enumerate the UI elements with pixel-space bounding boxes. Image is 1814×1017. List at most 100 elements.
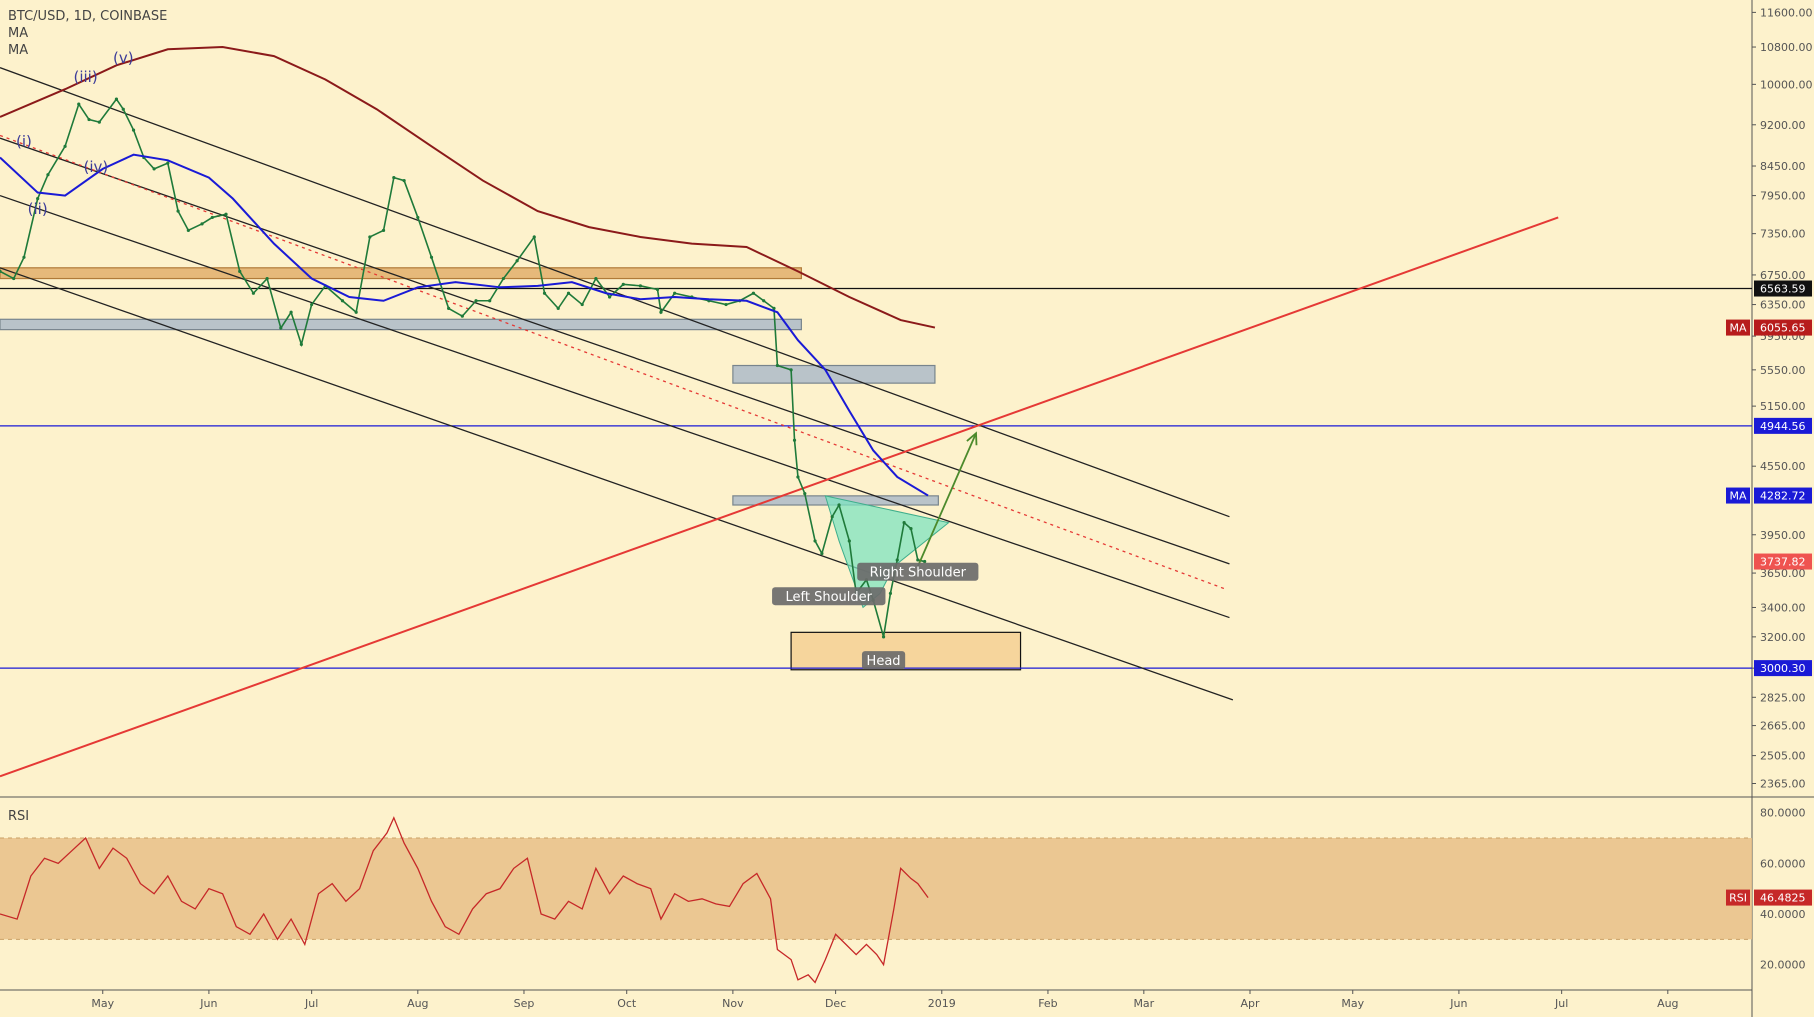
- price-point: [114, 97, 119, 101]
- price-tick-label: 3200.00: [1760, 631, 1806, 644]
- price-point: [299, 342, 303, 346]
- price-point: [772, 306, 776, 310]
- series-ma_slow: [0, 46, 936, 329]
- rsi-line: [0, 816, 929, 984]
- zone-1: [0, 318, 802, 331]
- pattern-label: Head: [867, 654, 901, 669]
- price-point: [909, 527, 913, 531]
- price-point: [87, 117, 91, 122]
- price-point: [460, 314, 464, 318]
- price-point: [621, 282, 625, 286]
- price-point: [340, 299, 345, 303]
- price-point: [556, 306, 560, 310]
- trendline-3: [0, 267, 1234, 701]
- price-point: [762, 299, 766, 303]
- time-tick-label: Oct: [617, 997, 637, 1010]
- price-point: [789, 368, 793, 372]
- price-tick-label: 9200.00: [1760, 119, 1806, 132]
- time-tick-label: Nov: [722, 997, 744, 1010]
- time-tick-label: Aug: [407, 997, 428, 1010]
- price-point: [186, 228, 190, 232]
- price-tag-prefix: MA: [1729, 322, 1746, 335]
- price-point: [22, 255, 26, 259]
- price-point: [673, 291, 677, 295]
- rsi-tick-label: 80.0000: [1760, 807, 1806, 820]
- price-tick-label: 3950.00: [1760, 529, 1806, 542]
- pattern-label-bg: [861, 651, 906, 670]
- price-point: [751, 291, 756, 295]
- price-point: [121, 107, 125, 111]
- price-point: [594, 276, 598, 281]
- time-tick-label: Feb: [1038, 997, 1057, 1010]
- ma-slow-legend: MA: [8, 43, 28, 58]
- price-point: [46, 173, 50, 177]
- price-point: [638, 284, 643, 288]
- price-point: [289, 310, 293, 314]
- trendline-1: [0, 137, 1230, 565]
- price-tick-label: 4550.00: [1760, 460, 1806, 473]
- price-point: [796, 475, 800, 479]
- price-point: [803, 491, 807, 496]
- price-tick-label: 2665.00: [1760, 720, 1806, 733]
- price-tag-prefix: RSI: [1729, 892, 1747, 905]
- trendline-4: [0, 134, 1227, 590]
- pattern-label: Left Shoulder: [786, 590, 873, 605]
- price-point: [775, 363, 779, 368]
- price-point: [402, 178, 406, 183]
- price-tag-prefix-bg: [1726, 319, 1750, 336]
- price-point: [724, 302, 728, 307]
- price-point: [251, 291, 256, 295]
- trendline-5: [0, 216, 1559, 778]
- price-point: [210, 215, 214, 220]
- wave-label: (ii): [28, 200, 48, 218]
- wave-label: (iii): [74, 68, 98, 86]
- price-point: [474, 299, 478, 303]
- rsi-tick-label: 20.0000: [1760, 959, 1806, 972]
- price-point: [501, 276, 506, 281]
- price-tag-value: 46.4825: [1760, 892, 1806, 905]
- price-tag-value: 6055.65: [1760, 322, 1806, 335]
- zone-2: [732, 364, 936, 384]
- wave-label: (iv): [84, 158, 109, 176]
- price-point: [77, 102, 81, 106]
- price-point: [447, 306, 451, 310]
- price-point: [895, 558, 899, 562]
- price-point: [381, 228, 386, 232]
- price-tag-prefix: MA: [1729, 490, 1746, 503]
- time-tick-label: Jun: [1449, 997, 1467, 1010]
- price-tick-label: 3400.00: [1760, 601, 1806, 614]
- price-point: [12, 276, 16, 281]
- price-point: [200, 222, 204, 226]
- price-tag-bg: [1754, 319, 1812, 336]
- pattern-label: Right Shoulder: [870, 566, 967, 581]
- price-point: [792, 438, 797, 442]
- wave-label: (i): [16, 132, 32, 150]
- rsi-legend: RSI: [8, 809, 29, 824]
- price-point: [813, 539, 817, 543]
- price-tag-bg: [1754, 280, 1812, 297]
- price-point: [923, 559, 927, 564]
- price-point: [847, 539, 851, 543]
- price-point: [659, 310, 663, 314]
- price-tag-prefix-bg: [1726, 487, 1750, 504]
- price-point: [830, 515, 834, 519]
- price-point: [36, 197, 40, 201]
- price-point: [166, 161, 170, 165]
- price-point: [888, 591, 893, 596]
- rsi-band: [0, 838, 1752, 940]
- price-tick-label: 11600.00: [1760, 6, 1813, 19]
- price-point: [97, 120, 101, 124]
- price-point: [902, 521, 906, 525]
- price-point: [542, 291, 547, 295]
- price-tag-value: 4282.72: [1760, 490, 1806, 503]
- price-point: [515, 259, 519, 263]
- time-tick-label: Dec: [825, 997, 846, 1010]
- rsi-tick-label: 40.0000: [1760, 908, 1806, 921]
- price-tick-label: 2825.00: [1760, 691, 1806, 704]
- price-point: [176, 209, 180, 213]
- ma-fast-legend: MA: [8, 26, 28, 41]
- price-tick-label: 10800.00: [1760, 41, 1813, 54]
- price-point: [566, 291, 571, 295]
